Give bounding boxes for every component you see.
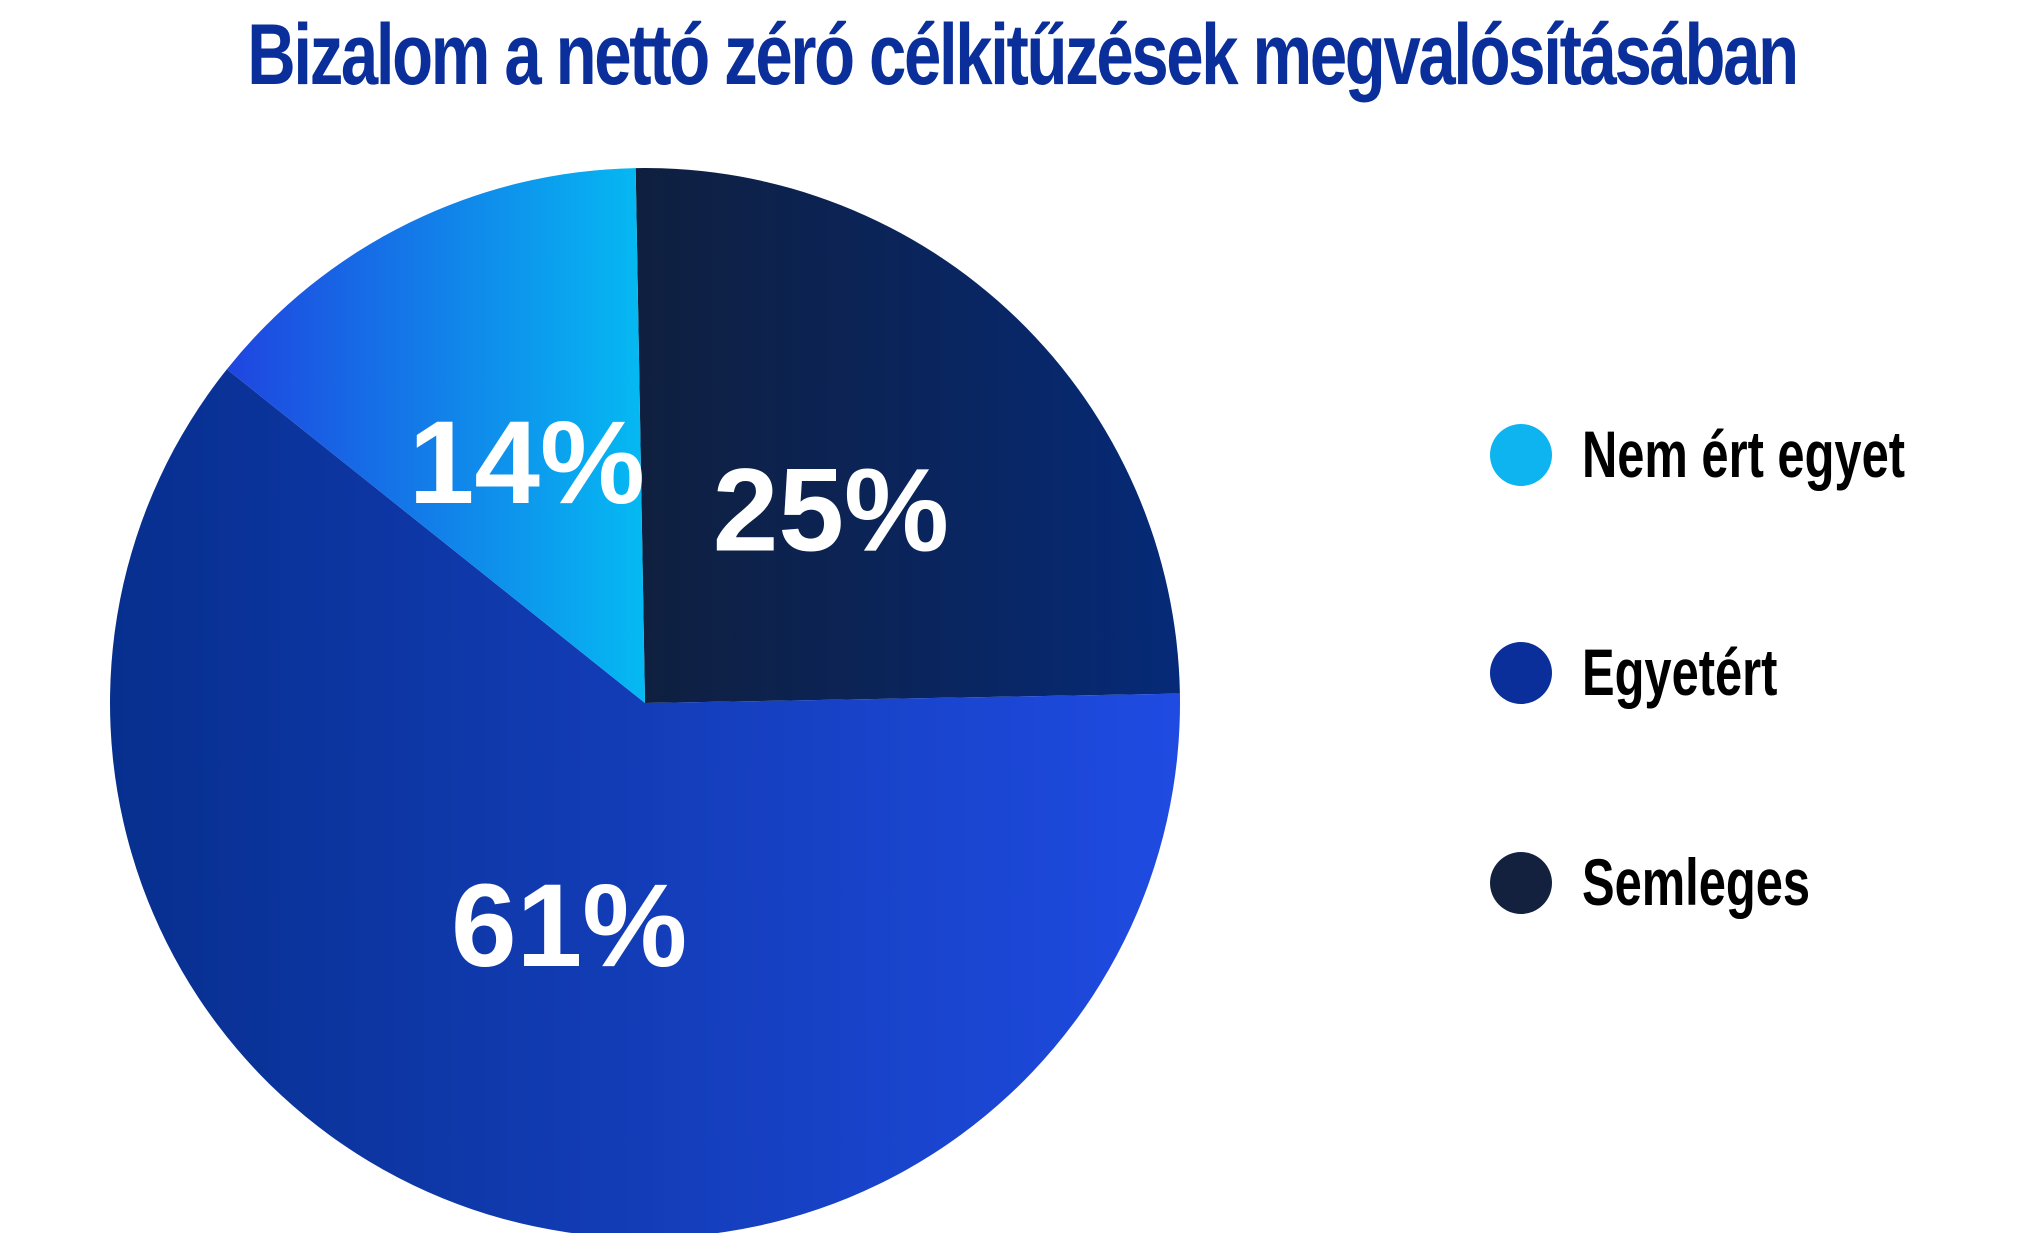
legend-swatch: [1490, 424, 1552, 486]
legend-label: Nem ért egyet: [1582, 417, 1906, 491]
legend-label: Egyetért: [1582, 635, 1778, 709]
legend-swatch: [1490, 642, 1552, 704]
legend-label: Semleges: [1582, 845, 1811, 919]
legend-swatch: [1490, 852, 1552, 914]
legend-item-semleges: Semleges: [1490, 845, 2010, 919]
chart-title: Bizalom a nettó zéró célkitűzések megval…: [247, 7, 1799, 103]
pie-slice-egyet-rt: [110, 369, 1180, 1233]
slice-value-label: 61%: [451, 860, 687, 992]
pie-slice-nem-rt-egyet: [226, 168, 646, 703]
legend-item-egyetert: Egyetért: [1490, 635, 2010, 709]
slice-value-label: 14%: [409, 397, 645, 529]
slice-value-label: 25%: [713, 445, 949, 577]
legend-item-nem-ert-egyet: Nem ért egyet: [1490, 417, 2010, 491]
pie-slice-semleges: [635, 168, 1180, 703]
